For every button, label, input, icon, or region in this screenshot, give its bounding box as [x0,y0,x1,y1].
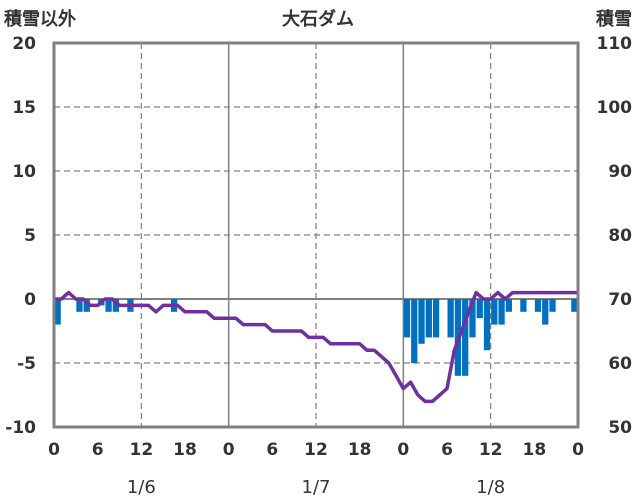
bar-71 [571,299,578,312]
date-label: 1/6 [127,477,156,498]
x-tick-label: 18 [522,440,546,460]
bar-3 [76,299,83,312]
x-tick-label: 0 [572,440,584,460]
bar-61 [498,299,505,325]
bar-66 [534,299,542,312]
x-tick-label: 12 [479,440,503,460]
bar-68 [549,299,556,312]
left-tick-label: 5 [24,226,36,246]
x-tick-label: 6 [441,440,453,460]
left-tick-label: -5 [17,354,36,374]
bar-54 [447,299,454,338]
right-tick-label: 80 [608,226,632,246]
right-tick-label: 110 [597,34,633,54]
right-tick-label: 100 [597,98,633,118]
bar-62 [505,299,512,312]
bar-48 [403,299,411,338]
bar-58 [476,299,483,319]
bar-57 [469,299,476,338]
left-axis-label: 積雪以外 [3,8,76,30]
right-tick-label: 70 [608,290,632,310]
snow-depth-line [54,290,578,404]
bar-60 [491,299,498,325]
bar-50 [418,299,425,344]
x-tick-label: 0 [397,440,409,460]
left-tick-label: 0 [24,290,36,310]
plot-frame [52,41,580,429]
line-series [54,290,578,404]
left-tick-label: 10 [12,162,36,182]
x-tick-label: 6 [266,440,278,460]
bar-67 [542,299,549,325]
bar-8 [112,299,119,312]
bar-0 [54,299,61,325]
right-tick-label: 50 [608,418,632,438]
x-tick-label: 6 [92,440,104,460]
left-tick-label: 15 [12,98,36,118]
grid-layer [54,43,578,427]
x-tick-label: 12 [129,440,153,460]
plot-border [52,41,580,429]
bar-7 [105,299,112,312]
x-tick-label: 0 [223,440,235,460]
date-label: 1/8 [476,477,505,498]
chart-title: 大石ダム [282,8,354,30]
bar-56 [462,299,469,376]
left-tick-label: -10 [5,418,36,438]
bar-4 [83,299,90,312]
left-tick-label: 20 [12,34,36,54]
bar-59 [483,299,491,351]
x-tick-label: 12 [304,440,328,460]
x-tick-label: 0 [48,440,60,460]
x-tick-label: 18 [348,440,372,460]
right-axis-label: 積雪 [595,8,632,30]
bar-52 [432,299,440,338]
date-label: 1/7 [302,477,331,498]
bar-51 [425,299,432,338]
bar-64 [520,299,527,312]
bar-49 [411,299,418,363]
right-tick-label: 90 [608,162,632,182]
x-tick-label: 18 [173,440,197,460]
right-tick-label: 60 [608,354,632,374]
